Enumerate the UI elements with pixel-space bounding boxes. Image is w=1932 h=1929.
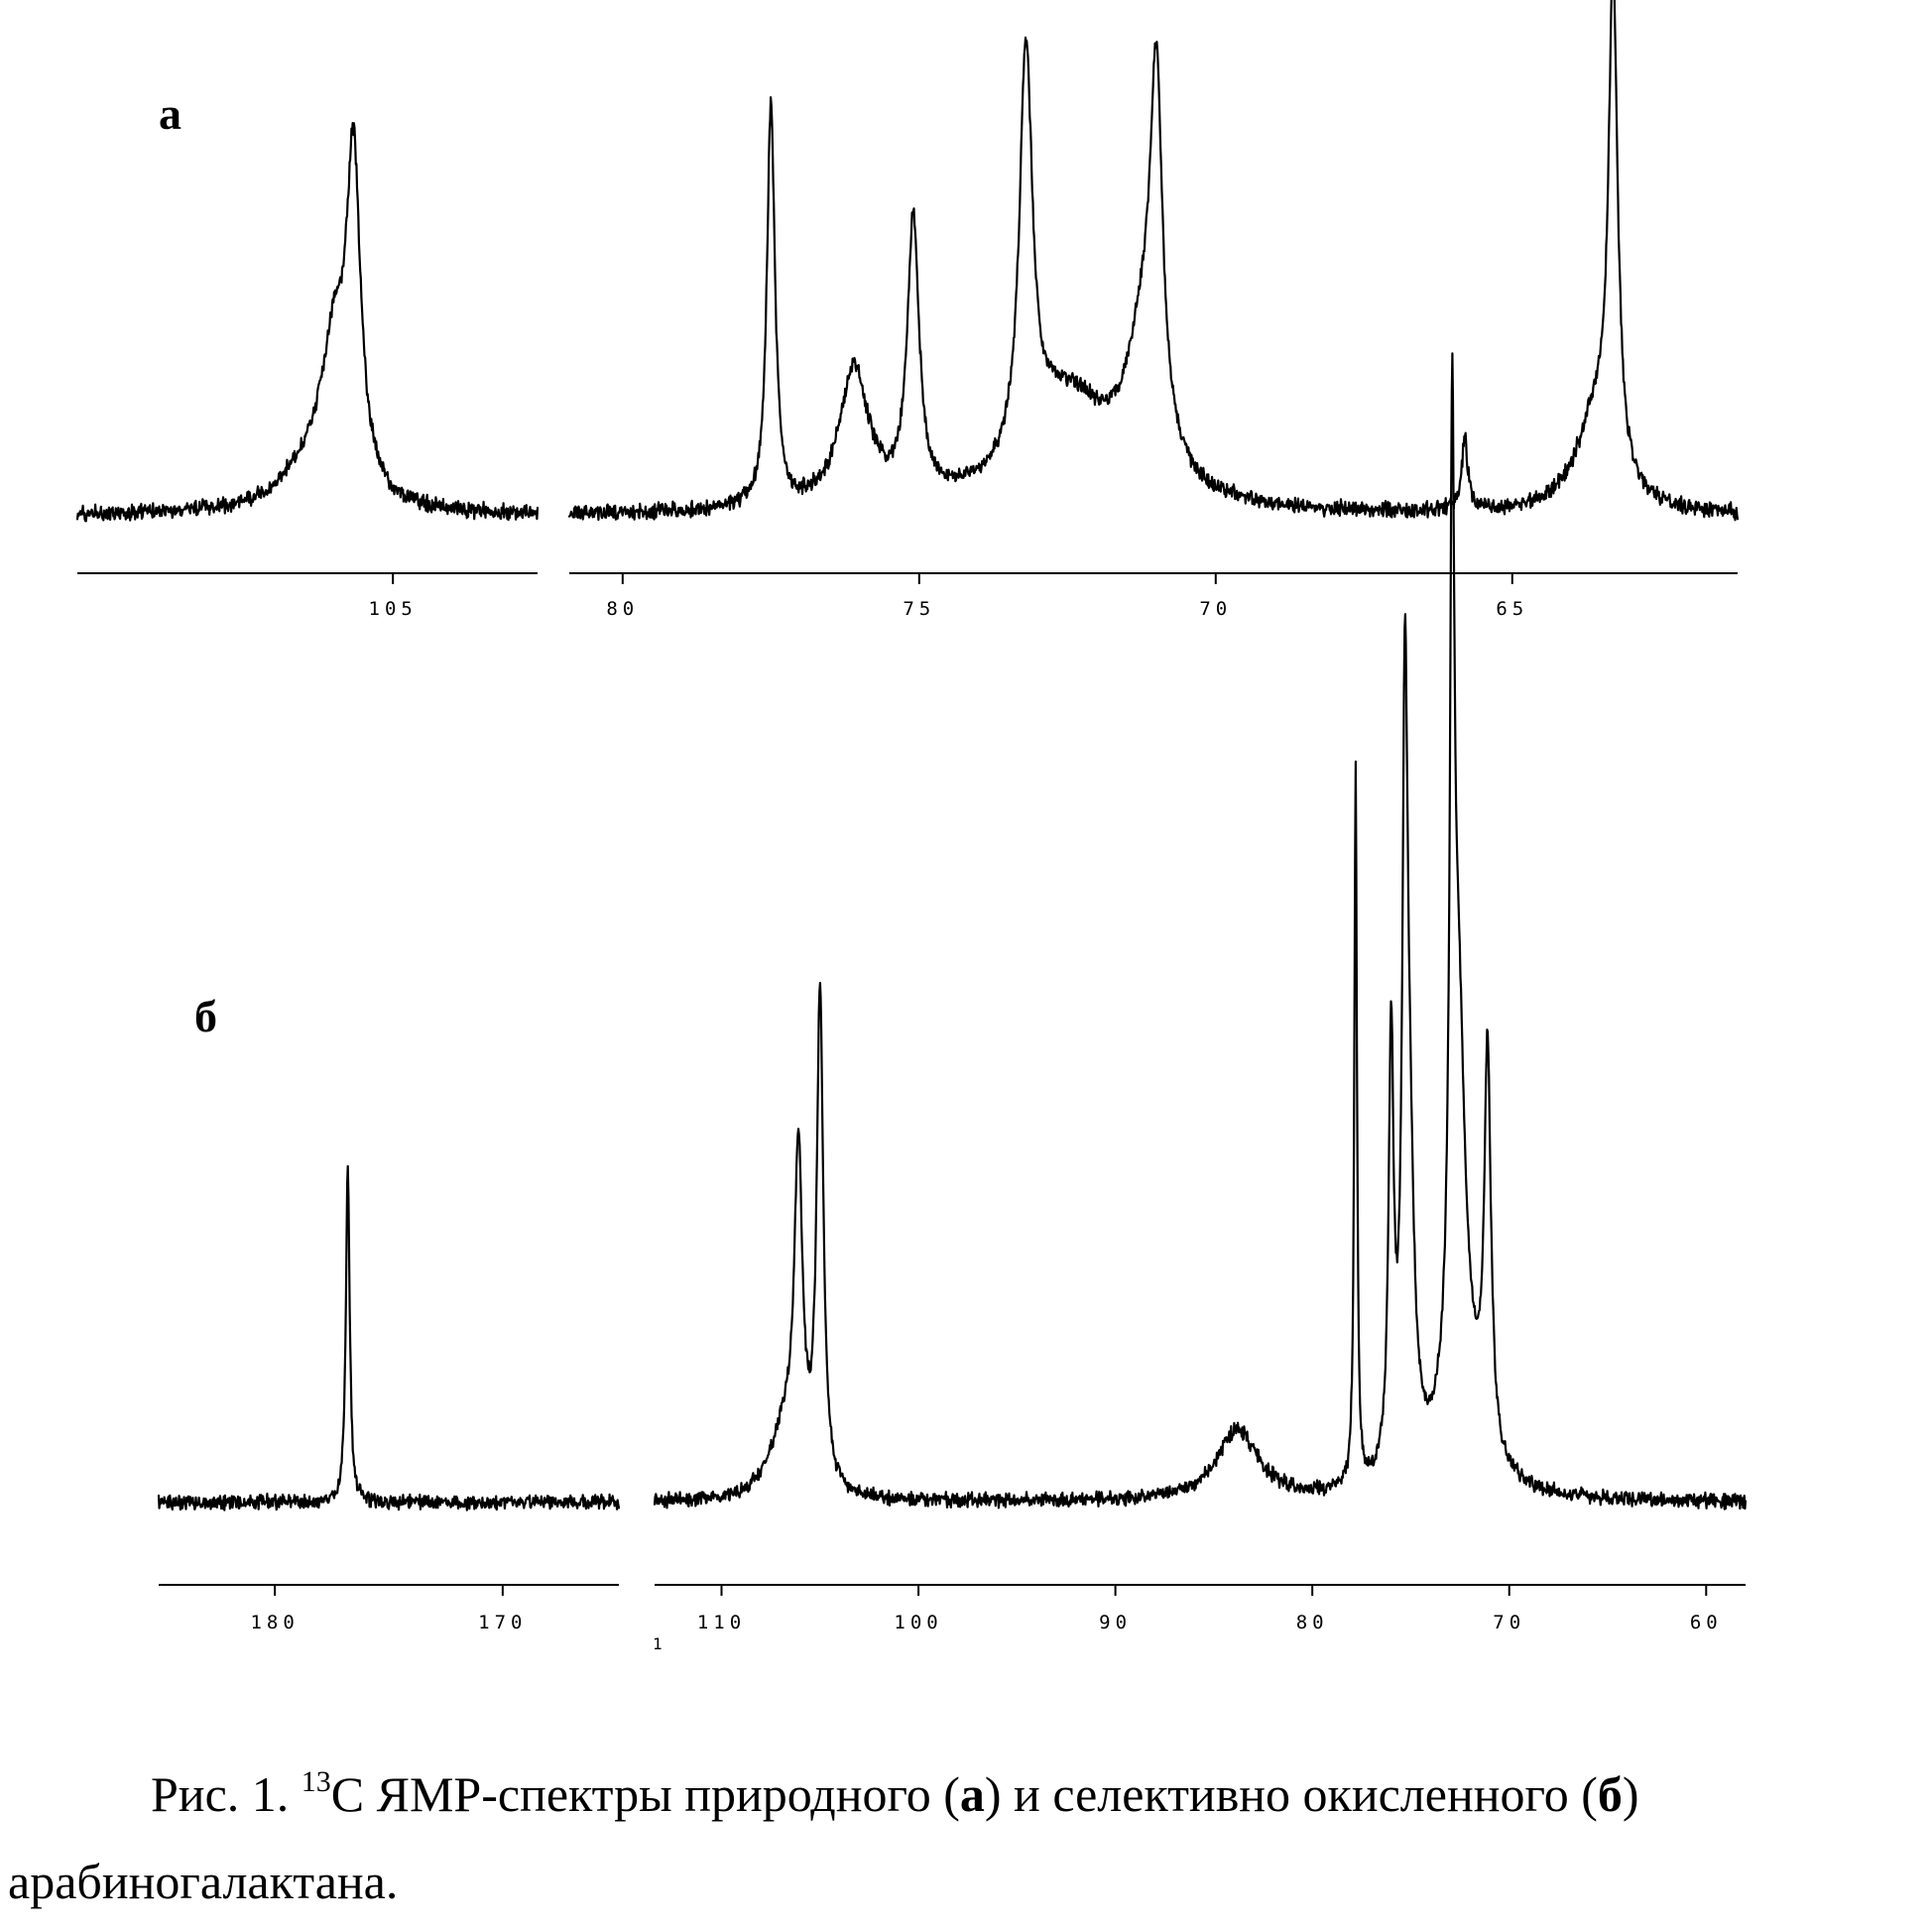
x-tick-label: 75 [903,598,935,620]
caption-fig-ref: Рис. 1. [151,1766,302,1822]
caption-text-1: С ЯМР-спектры природного ( [330,1766,960,1822]
x-tick-label: 70 [1493,1612,1525,1633]
caption-line-1: Рис. 1. 13С ЯМР-спектры природного (а) и… [0,1750,1932,1838]
x-tick-label: 100 [894,1612,942,1633]
panel-label-b: б [194,991,217,1041]
x-tick-label: 110 [697,1612,746,1633]
x-tick-label: 80 [1296,1612,1329,1633]
spectrum-trace-a-1 [75,122,540,523]
x-tick-label: 65 [1496,598,1528,620]
spectrum-panel-b: 180 170 110 100 90 80 70 60 [157,352,1748,1633]
x-tick-label: 80 [606,598,639,620]
panel-label-a: а [159,88,181,139]
x-tick-label: 180 [250,1612,299,1633]
spectrum-trace-b-2 [653,352,1748,1510]
caption-isotope-mass: 13 [301,1765,331,1798]
spectrum-trace-b-1 [157,1164,621,1511]
caption-bold-a: а [959,1766,985,1822]
x-tick-label: 105 [369,598,418,620]
x-tick-label: 170 [478,1612,527,1633]
caption-line-2: арабиногалактана. [8,1854,399,1909]
x-tick-label: 60 [1690,1612,1723,1633]
caption-text-2: ) и селективно окисленного ( [984,1766,1598,1822]
figure-caption: Рис. 1. 13С ЯМР-спектры природного (а) и… [0,1750,1932,1925]
caption-text-3: ) [1622,1766,1639,1822]
x-tick-label: 70 [1199,598,1232,620]
spectrum-panel-a: 105 80 75 70 65 [75,0,1740,620]
spectrum-trace-a-2 [567,0,1740,522]
stray-axis-mark: 1 [653,1634,663,1653]
caption-bold-b: б [1597,1766,1623,1822]
x-tick-label: 90 [1099,1612,1132,1633]
